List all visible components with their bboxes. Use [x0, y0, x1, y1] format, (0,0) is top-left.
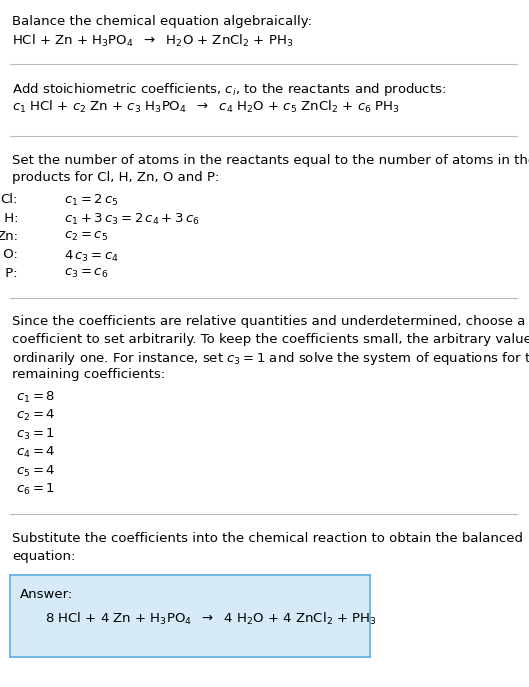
Text: $c_1$ HCl + $c_2$ Zn + $c_3$ H$_3$PO$_4$  $\rightarrow$  $c_4$ H$_2$O + $c_5$ Zn: $c_1$ HCl + $c_2$ Zn + $c_3$ H$_3$PO$_4$… [12, 99, 400, 115]
Text: remaining coefficients:: remaining coefficients: [12, 368, 165, 381]
Text: Answer:: Answer: [20, 589, 73, 602]
Text: $c_1 = 8$: $c_1 = 8$ [16, 390, 56, 405]
Text: $c_6 = 1$: $c_6 = 1$ [16, 482, 55, 497]
Text: Add stoichiometric coefficients, $c_i$, to the reactants and products:: Add stoichiometric coefficients, $c_i$, … [12, 82, 446, 98]
Text: $4\,c_3 = c_4$: $4\,c_3 = c_4$ [64, 249, 119, 264]
Text: P:: P: [2, 267, 18, 280]
Text: $c_1 = 2\,c_5$: $c_1 = 2\,c_5$ [64, 193, 118, 208]
Text: Set the number of atoms in the reactants equal to the number of atoms in the: Set the number of atoms in the reactants… [12, 154, 529, 167]
Text: H:: H: [0, 212, 18, 225]
Text: $c_2 = 4$: $c_2 = 4$ [16, 408, 56, 423]
Text: $c_3 = 1$: $c_3 = 1$ [16, 427, 55, 442]
Text: Cl:: Cl: [1, 193, 18, 206]
Text: Substitute the coefficients into the chemical reaction to obtain the balanced: Substitute the coefficients into the che… [12, 532, 523, 545]
Text: equation:: equation: [12, 550, 75, 563]
Text: 8 HCl + 4 Zn + H$_3$PO$_4$  $\rightarrow$  4 H$_2$O + 4 ZnCl$_2$ + PH$_3$: 8 HCl + 4 Zn + H$_3$PO$_4$ $\rightarrow$… [45, 611, 377, 627]
Text: $c_2 = c_5$: $c_2 = c_5$ [64, 230, 108, 243]
Text: products for Cl, H, Zn, O and P:: products for Cl, H, Zn, O and P: [12, 172, 220, 185]
Text: $c_5 = 4$: $c_5 = 4$ [16, 464, 56, 479]
Text: $c_4 = 4$: $c_4 = 4$ [16, 445, 56, 460]
Text: $c_1 + 3\,c_3 = 2\,c_4 + 3\,c_6$: $c_1 + 3\,c_3 = 2\,c_4 + 3\,c_6$ [64, 212, 199, 227]
Text: O:: O: [0, 249, 18, 262]
Text: $c_3 = c_6$: $c_3 = c_6$ [64, 267, 108, 280]
Text: HCl + Zn + H$_3$PO$_4$  $\rightarrow$  H$_2$O + ZnCl$_2$ + PH$_3$: HCl + Zn + H$_3$PO$_4$ $\rightarrow$ H$_… [12, 32, 294, 49]
Text: Since the coefficients are relative quantities and underdetermined, choose a: Since the coefficients are relative quan… [12, 315, 525, 328]
Text: coefficient to set arbitrarily. To keep the coefficients small, the arbitrary va: coefficient to set arbitrarily. To keep … [12, 333, 529, 346]
Text: Balance the chemical equation algebraically:: Balance the chemical equation algebraica… [12, 15, 312, 28]
Text: Zn:: Zn: [0, 230, 18, 243]
Text: ordinarily one. For instance, set $c_3 = 1$ and solve the system of equations fo: ordinarily one. For instance, set $c_3 =… [12, 350, 529, 368]
